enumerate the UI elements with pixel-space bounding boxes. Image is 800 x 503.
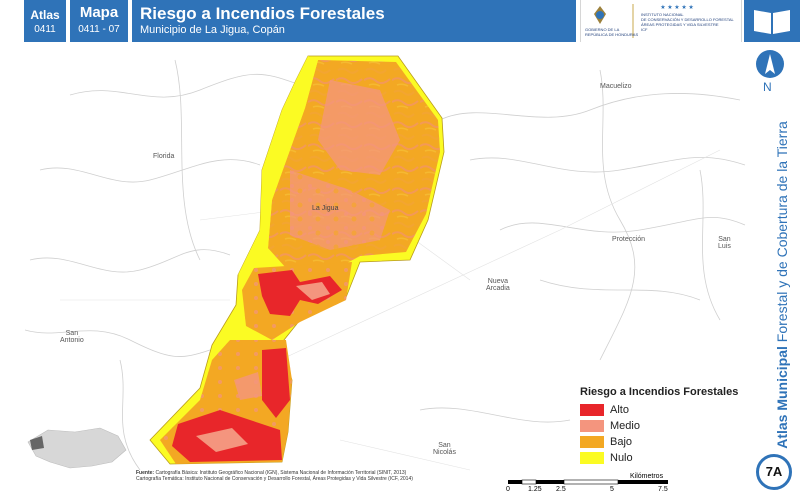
place-la-jigua: La Jigua bbox=[312, 205, 339, 212]
mapa-label: Mapa bbox=[79, 4, 119, 21]
place-nueva-arcadia: Nueva Arcadia bbox=[486, 278, 510, 292]
legend-swatch-medio bbox=[580, 420, 604, 432]
source-notes: Fuente: Cartografía Básica: Instituto Ge… bbox=[136, 470, 413, 482]
legend-title: Riesgo a Incendios Forestales bbox=[580, 386, 739, 398]
legend-label-alto: Alto bbox=[610, 404, 629, 416]
place-macuelizo: Macuelizo bbox=[600, 83, 632, 90]
atlas-code: 0411 bbox=[34, 24, 56, 35]
scale-tick-2: 2.5 bbox=[556, 486, 566, 493]
right-sidebar: N Atlas Municipal Forestal y de Cobertur… bbox=[752, 42, 800, 500]
source-line2: Cartografía Temática: Instituto Nacional… bbox=[136, 476, 413, 482]
scale-unit: Kilómetros bbox=[630, 473, 664, 480]
place-florida: Florida bbox=[153, 153, 175, 160]
legend-item-medio: Medio bbox=[580, 420, 750, 432]
atlas-vertical-title: Atlas Municipal Forestal y de Cobertura … bbox=[774, 105, 790, 465]
legend-swatch-alto bbox=[580, 404, 604, 416]
legend-swatch-nulo bbox=[580, 452, 604, 464]
map-badge: 7A bbox=[756, 454, 792, 490]
page-subtitle: Municipio de La Jigua, Copán bbox=[140, 24, 285, 36]
mapa-box: Mapa 0411 - 07 bbox=[70, 0, 128, 42]
scale-bar: 0 1.25 2.5 5 7.5 Kilómetros bbox=[506, 473, 676, 498]
place-san-nicolas: San Nicolás bbox=[433, 442, 456, 456]
legend-label-bajo: Bajo bbox=[610, 436, 633, 448]
municipality-polygon bbox=[149, 55, 445, 465]
title-box: Riesgo a Incendios Forestales Municipio … bbox=[132, 0, 576, 42]
icf-line1: INSTITUTO NACIONAL bbox=[641, 12, 684, 17]
book-box bbox=[744, 0, 800, 42]
legend-item-bajo: Bajo bbox=[580, 436, 750, 448]
page-title: Riesgo a Incendios Forestales bbox=[140, 4, 385, 23]
icf-line4: ICF bbox=[641, 27, 648, 32]
gov-line2: REPÚBLICA DE HONDURAS bbox=[585, 32, 639, 37]
header-bar: Atlas 0411 Mapa 0411 - 07 Riesgo a Incen… bbox=[0, 0, 800, 42]
place-san-antonio: San Antonio bbox=[60, 330, 84, 344]
legend-item-alto: Alto bbox=[580, 404, 750, 416]
map-canvas: Macuelizo Florida La Jigua Protección bbox=[24, 55, 746, 471]
gov-line1: GOBIERNO DE LA bbox=[585, 27, 620, 32]
north-arrow-icon bbox=[756, 50, 784, 78]
atlas-label: Atlas bbox=[30, 8, 60, 22]
atlas-box: Atlas 0411 bbox=[24, 0, 66, 42]
basemap-boundaries bbox=[24, 59, 746, 471]
scale-tick-0: 0 bbox=[506, 486, 510, 493]
icf-line2: DE CONSERVACIÓN Y DESARROLLO FORESTAL bbox=[641, 17, 734, 22]
honduras-inset-map bbox=[27, 427, 127, 469]
legend-item-nulo: Nulo bbox=[580, 452, 750, 464]
open-book-icon bbox=[754, 10, 790, 34]
map-legend: Riesgo a Incendios Forestales Alto Medio… bbox=[580, 386, 750, 468]
scale-tick-1: 1.25 bbox=[528, 486, 542, 493]
scale-tick-3: 5 bbox=[610, 486, 614, 493]
icf-line3: ÁREAS PROTEGIDAS Y VIDA SILVESTRE bbox=[641, 22, 719, 27]
source-line1: Cartografía Básica: Instituto Geográfico… bbox=[155, 470, 407, 476]
legend-label-nulo: Nulo bbox=[610, 452, 633, 464]
legend-swatch-bajo bbox=[580, 436, 604, 448]
atlas-vertical-rest: Forestal y de Cobertura de la Tierra bbox=[774, 121, 790, 347]
institution-logos: ★ ★ ★ ★ ★ GOBIERNO DE LA REPÚBLICA DE HO… bbox=[580, 0, 742, 42]
mapa-code: 0411 - 07 bbox=[78, 24, 120, 35]
source-label: Fuente: bbox=[136, 470, 155, 476]
legend-label-medio: Medio bbox=[610, 420, 640, 432]
place-labels: Macuelizo Florida La Jigua Protección bbox=[153, 83, 645, 243]
svg-text:★ ★ ★ ★ ★: ★ ★ ★ ★ ★ bbox=[660, 4, 694, 11]
atlas-vertical-bold: Atlas Municipal bbox=[774, 346, 790, 449]
north-label: N bbox=[763, 80, 772, 94]
place-san-luis: San Luis bbox=[718, 236, 731, 250]
honduras-seal-icon: ★ ★ ★ ★ ★ bbox=[591, 4, 694, 38]
scale-tick-4: 7.5 bbox=[658, 486, 668, 493]
place-proteccion: Protección bbox=[612, 236, 645, 243]
